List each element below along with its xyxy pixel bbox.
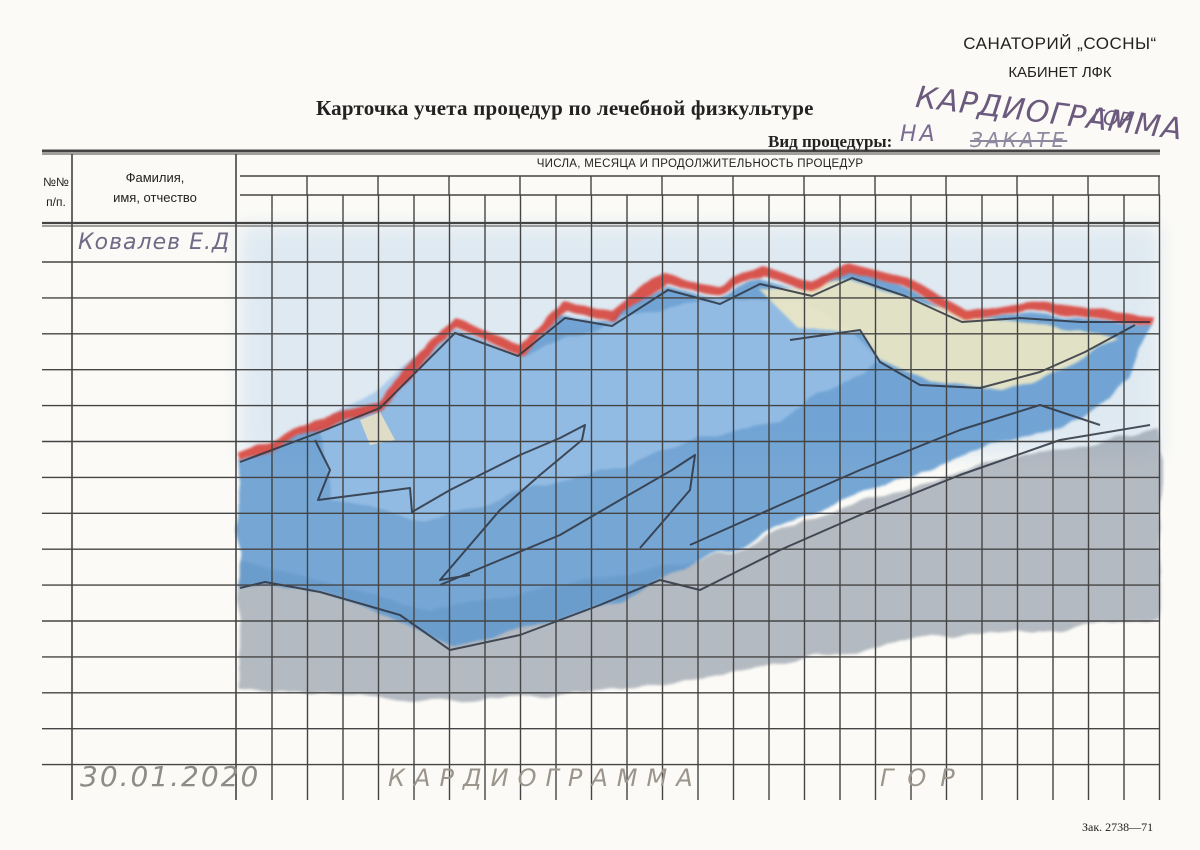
pencil-snow-outline <box>789 324 1136 389</box>
column-header-name: Фамилия, имя, отчество <box>113 170 197 205</box>
snow-patch <box>760 280 1120 390</box>
handwritten-date: 30.01.2020 <box>80 760 261 793</box>
mountain-light-flank <box>320 300 880 520</box>
procedure-type-label: Вид процедуры: <box>768 132 893 151</box>
handwritten-caption-2: ГОР <box>880 764 969 792</box>
handwritten-procedure: НА <box>900 122 938 147</box>
column-header-dates: ЧИСЛА, МЕСЯЦА И ПРОДОЛЖИТЕЛЬНОСТЬ ПРОЦЕД… <box>536 158 864 170</box>
sanatorium-title: САНАТОРИЙ „СОСНЫ“ <box>963 34 1157 53</box>
column-header-number: №№ п/п. <box>43 175 69 209</box>
handwritten-title-line2: ГОР <box>1090 104 1133 132</box>
print-order-code: Зак. 2738—71 <box>1082 820 1154 834</box>
card-title: Карточка учета процедур по лечебной физк… <box>316 96 814 120</box>
snow-patch-small <box>360 412 395 445</box>
patient-name: Ковалев Е.Д <box>78 230 231 255</box>
pencil-base-line <box>239 424 1151 651</box>
handwritten-caption: КАРДИОГРАММА <box>388 764 702 792</box>
pencil-inner-ridge-3 <box>689 404 1101 546</box>
handwritten-procedure-struck: ЗАКАТЕ <box>970 128 1068 152</box>
cabinet-name: КАБИНЕТ ЛФК <box>1008 64 1112 81</box>
sunset-ridge-line <box>238 263 1151 463</box>
